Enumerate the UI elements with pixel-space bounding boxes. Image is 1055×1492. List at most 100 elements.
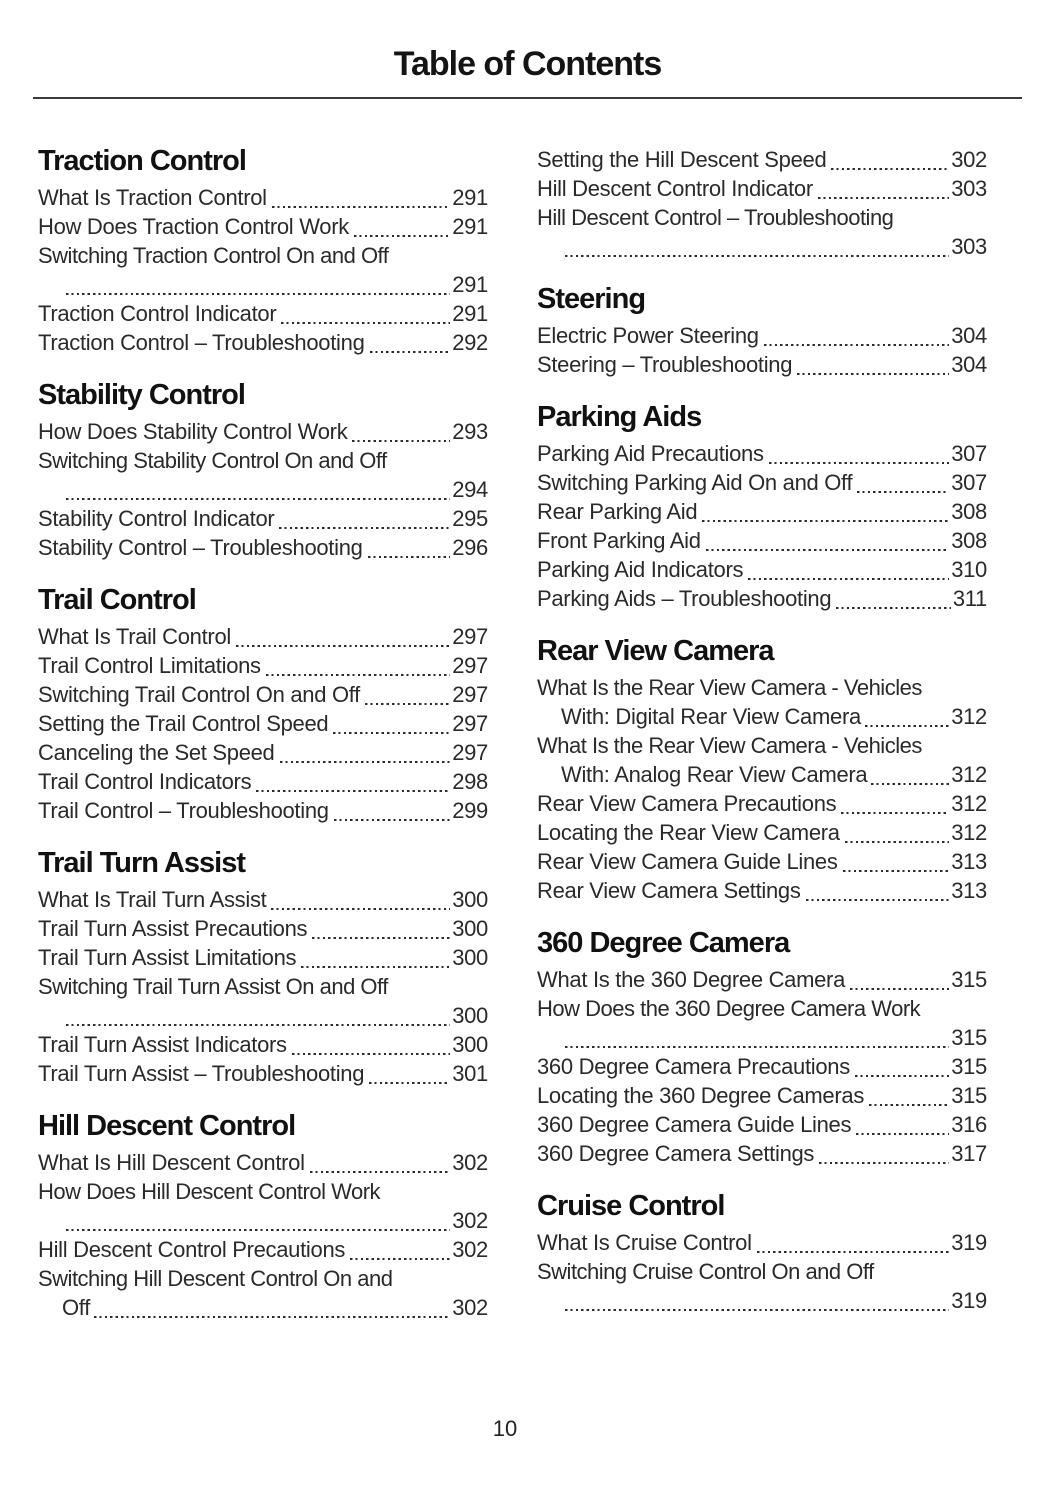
page-title: Table of Contents bbox=[393, 45, 663, 83]
dot-leader bbox=[350, 1257, 451, 1260]
entry-label-continued: Off bbox=[62, 1295, 91, 1320]
entry-line: Trail Turn Assist Precautions 300 bbox=[38, 914, 488, 943]
entry-line: Traction Control Indicator 291 bbox=[38, 299, 488, 328]
entry-line: Hill Descent Control Indicator 303 bbox=[537, 174, 987, 203]
toc-entry: Hill Descent Control Precautions 302 bbox=[38, 1235, 488, 1264]
entry-line: Trail Turn Assist Indicators 300 bbox=[38, 1030, 488, 1059]
dot-leader bbox=[702, 519, 950, 522]
entry-leader-line: 300 bbox=[38, 1001, 488, 1030]
entry-page-number: 313 bbox=[951, 849, 987, 874]
dot-leader bbox=[352, 439, 451, 442]
dot-leader bbox=[856, 1132, 950, 1135]
entry-line: Stability Control – Troubleshooting 296 bbox=[38, 533, 488, 562]
entry-label-continued: With: Analog Rear View Camera bbox=[561, 762, 868, 787]
toc-entry: Trail Turn Assist – Troubleshooting 301 bbox=[38, 1059, 488, 1088]
entry-page-number: 312 bbox=[951, 791, 987, 816]
toc-entry: Trail Control Indicators 298 bbox=[38, 767, 488, 796]
dot-leader bbox=[565, 1308, 950, 1311]
toc-entry: Canceling the Set Speed 297 bbox=[38, 738, 488, 767]
entry-line: Locating the 360 Degree Cameras 315 bbox=[537, 1081, 987, 1110]
toc-entry: Setting the Hill Descent Speed 302 bbox=[537, 145, 987, 174]
toc-entry: Hill Descent Control – Troubleshooting 30… bbox=[537, 203, 987, 261]
entry-line: Rear View Camera Guide Lines 313 bbox=[537, 847, 987, 876]
toc-entry: Trail Turn Assist Limitations 300 bbox=[38, 943, 488, 972]
entry-label: What Is Trail Turn Assist bbox=[38, 887, 267, 912]
dot-leader bbox=[705, 548, 950, 551]
toc-section: 360 Degree Camera What Is the 360 Degree … bbox=[537, 927, 987, 1168]
toc-section: Rear View Camera What Is the Rear View Ca… bbox=[537, 635, 987, 905]
dot-leader bbox=[854, 1074, 950, 1077]
entry-leader-line: 294 bbox=[38, 475, 488, 504]
entry-label: 360 Degree Camera Settings bbox=[537, 1141, 815, 1166]
toc-entry: 360 Degree Camera Precautions 315 bbox=[537, 1052, 987, 1081]
entry-page-number: 317 bbox=[951, 1141, 987, 1166]
dot-leader bbox=[66, 1228, 451, 1231]
dot-leader bbox=[235, 644, 451, 647]
entry-page-number: 296 bbox=[452, 535, 488, 560]
toc-entry: How Does Traction Control Work 291 bbox=[38, 212, 488, 241]
entry-page-number: 291 bbox=[452, 272, 488, 297]
entry-leader-line: 291 bbox=[38, 270, 488, 299]
entry-label: Trail Turn Assist Precautions bbox=[38, 916, 308, 941]
entry-label: What Is the Rear View Camera - Vehicles bbox=[537, 675, 922, 700]
toc-entry: Rear View Camera Settings 313 bbox=[537, 876, 987, 905]
entry-leader-line: With: Digital Rear View Camera 312 bbox=[537, 702, 987, 731]
dot-leader bbox=[565, 254, 950, 257]
entry-leader-line: 303 bbox=[537, 232, 987, 261]
entry-label: Rear View Camera Guide Lines bbox=[537, 849, 838, 874]
entry-label: How Does Traction Control Work bbox=[38, 214, 349, 239]
toc-entry: Traction Control Indicator 291 bbox=[38, 299, 488, 328]
entry-line: Traction Control – Troubleshooting 292 bbox=[38, 328, 488, 357]
toc-entry: Switching Stability Control On and Off 29… bbox=[38, 446, 488, 504]
entry-leader-line: 319 bbox=[537, 1286, 987, 1315]
entry-page-number: 312 bbox=[951, 762, 987, 787]
entry-label: What Is Traction Control bbox=[38, 185, 267, 210]
toc-entry: Parking Aid Precautions 307 bbox=[537, 439, 987, 468]
entry-page-number: 303 bbox=[951, 234, 987, 259]
entry-leader-line: 302 bbox=[38, 1206, 488, 1235]
entry-label: Trail Control Indicators bbox=[38, 769, 252, 794]
entry-line: Switching Parking Aid On and Off 307 bbox=[537, 468, 987, 497]
entry-page-number: 315 bbox=[951, 1083, 987, 1108]
title-divider bbox=[33, 97, 1022, 99]
dot-leader bbox=[836, 606, 951, 609]
entry-page-number: 304 bbox=[951, 352, 987, 377]
entry-line: What Is Trail Turn Assist 300 bbox=[38, 885, 488, 914]
entry-label: Switching Trail Control On and Off bbox=[38, 682, 360, 707]
toc-entry: 360 Degree Camera Settings 317 bbox=[537, 1139, 987, 1168]
section-heading: 360 Degree Camera bbox=[537, 927, 790, 959]
toc-entry: Switching Parking Aid On and Off 307 bbox=[537, 468, 987, 497]
dot-leader bbox=[763, 343, 950, 346]
entry-label: Trail Control – Troubleshooting bbox=[38, 798, 329, 823]
dot-leader bbox=[768, 461, 950, 464]
entry-label: Switching Trail Turn Assist On and Off bbox=[38, 974, 388, 999]
entry-label: Stability Control Indicator bbox=[38, 506, 275, 531]
dot-leader bbox=[271, 907, 451, 910]
toc-section: Setting the Hill Descent Speed 302 Hill De… bbox=[537, 145, 987, 261]
entry-page-number: 300 bbox=[452, 916, 488, 941]
dot-leader bbox=[281, 321, 451, 324]
toc-column-left: Traction Control What Is Traction Control… bbox=[38, 145, 488, 1322]
entry-label: Switching Traction Control On and Off bbox=[38, 243, 389, 268]
dot-leader bbox=[353, 234, 451, 237]
entry-line: Trail Control – Troubleshooting 299 bbox=[38, 796, 488, 825]
entry-line: Setting the Trail Control Speed 297 bbox=[38, 709, 488, 738]
entry-label: Traction Control Indicator bbox=[38, 301, 277, 326]
entry-line: How Does Traction Control Work 291 bbox=[38, 212, 488, 241]
entry-line: Trail Turn Assist Limitations 300 bbox=[38, 943, 488, 972]
toc-entry: Trail Turn Assist Precautions 300 bbox=[38, 914, 488, 943]
dot-leader bbox=[333, 818, 451, 821]
entry-page-number: 315 bbox=[951, 1054, 987, 1079]
entry-label: Setting the Hill Descent Speed bbox=[537, 147, 827, 172]
dot-leader bbox=[850, 987, 950, 990]
toc-page: Table of Contents Traction Control What I… bbox=[0, 44, 1055, 1492]
entry-label: Steering – Troubleshooting bbox=[537, 352, 793, 377]
toc-section: Hill Descent Control What Is Hill Descent… bbox=[38, 1110, 488, 1322]
entry-label: Trail Turn Assist Limitations bbox=[38, 945, 297, 970]
entry-line: Electric Power Steering 304 bbox=[537, 321, 987, 350]
section-heading: Cruise Control bbox=[537, 1190, 725, 1222]
entry-page-number: 302 bbox=[452, 1208, 488, 1233]
entry-page-number: 307 bbox=[951, 470, 987, 495]
toc-entry: Trail Turn Assist Indicators 300 bbox=[38, 1030, 488, 1059]
toc-entry: What Is Cruise Control 319 bbox=[537, 1228, 987, 1257]
